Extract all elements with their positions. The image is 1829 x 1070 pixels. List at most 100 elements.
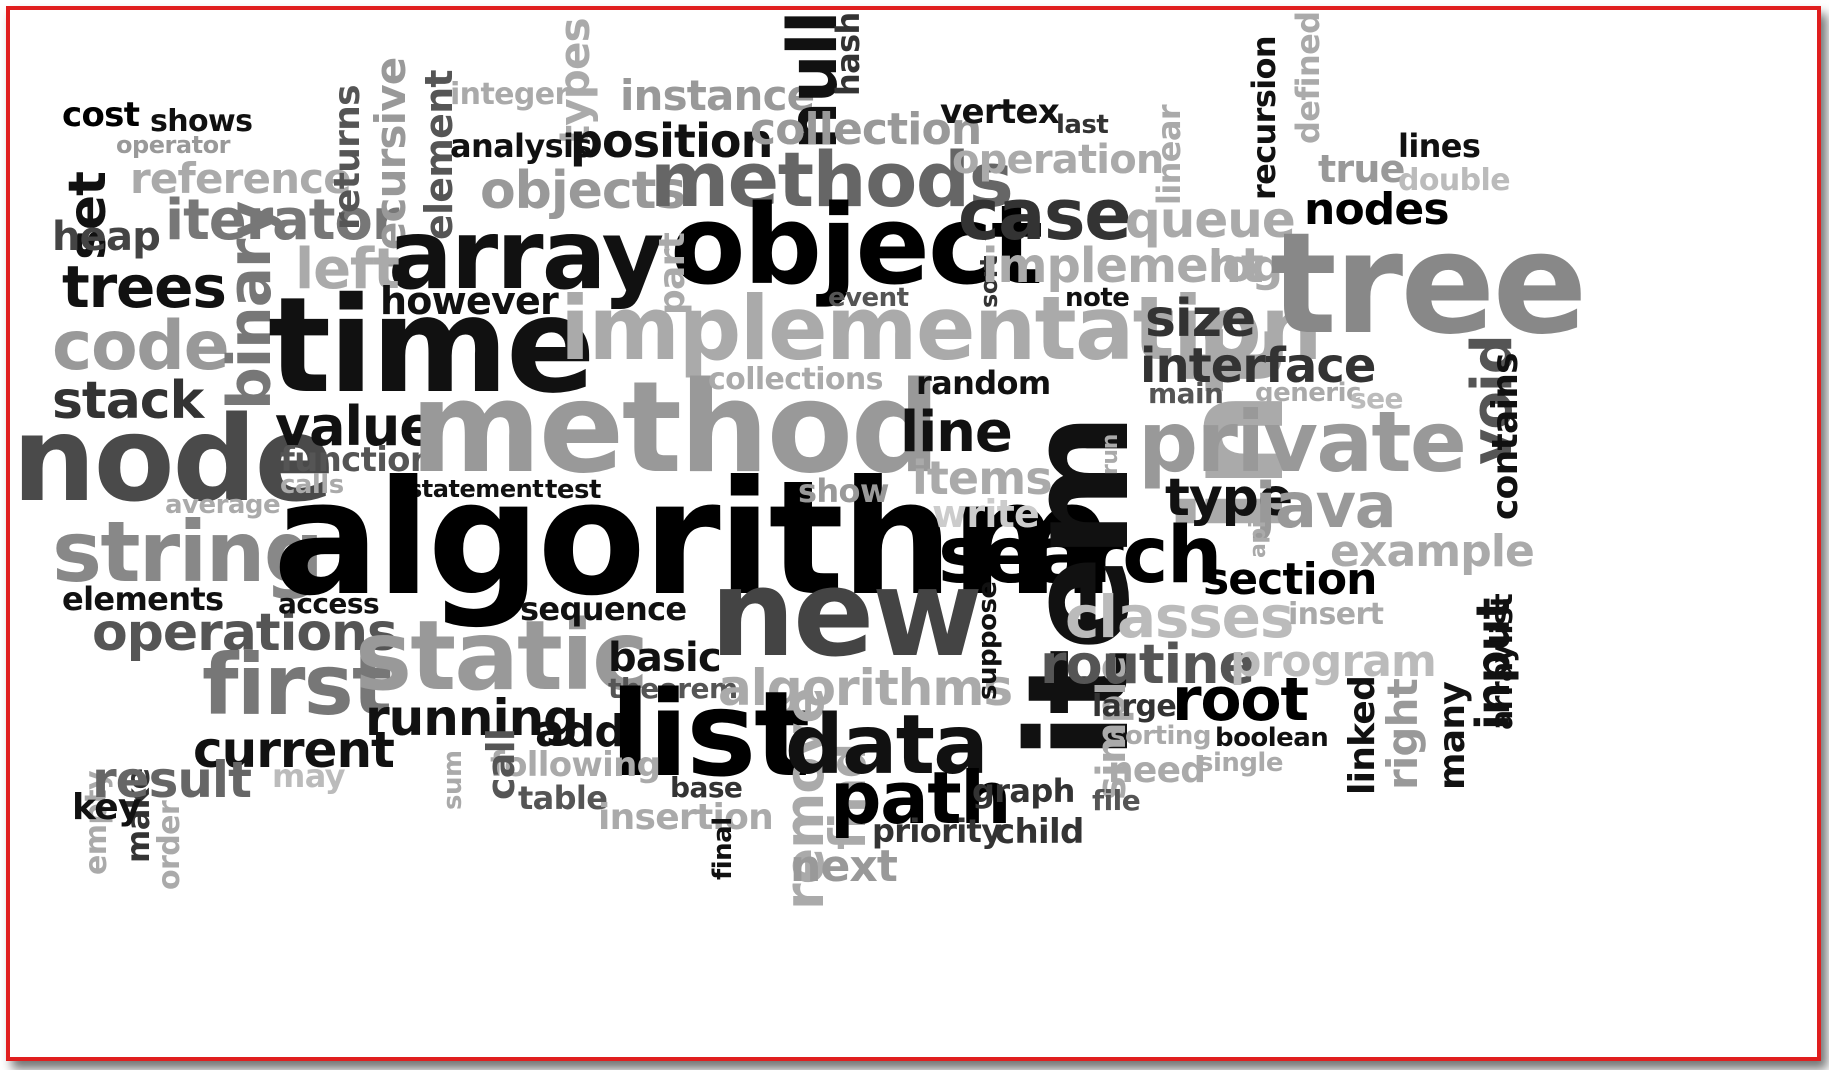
word-value: value [275,395,436,458]
word-see: see [1350,382,1404,415]
word-root: root [1172,665,1309,735]
word-private: private [1138,393,1467,491]
word-generic: generic [1255,378,1361,408]
word-log: log [1208,241,1283,292]
word-contains: contains [1485,353,1526,520]
word-statement: statement [408,475,544,503]
word-api: api [1246,521,1271,558]
word-instance: instance [620,71,815,120]
word-list: list [610,665,810,803]
word-method: method [410,354,941,501]
word-cloud: cost shows operator set reference heap iterato… [10,10,1817,1057]
word-however: however [380,279,559,323]
word-large: large [1092,689,1177,724]
word-interface: interface [1140,338,1376,394]
word-collection: collection [750,104,982,155]
word-priority: priority [872,812,1002,850]
word-program: program [1230,636,1437,687]
word-size: size [1145,289,1256,349]
word-order: order [152,800,187,890]
word-access: access [278,587,380,620]
word-collections: collections [708,362,884,397]
word-time: time [268,269,595,423]
word-double: double [1398,163,1511,198]
word-arraylist: arraylist [1485,593,1520,730]
word-string: string [52,503,324,601]
word-section: section [1203,554,1378,605]
word-write: write [932,492,1040,536]
word-queue: queue [1125,191,1296,249]
word-graph: graph [972,772,1075,810]
word-operator: operator [116,131,230,159]
word-object: object [670,181,1043,309]
word-calls: calls [280,470,344,500]
word-key: key [72,787,141,828]
word-function: function [280,440,434,480]
word-sequence: sequence [520,590,687,628]
word-vertex: vertex [940,92,1060,132]
word-defined: defined [1289,12,1327,145]
word-linked: linked [1342,675,1383,795]
word-operation: operation [952,137,1164,183]
word-sorting: sorting [1110,721,1212,751]
word-sum: sum [438,750,468,810]
word-items: items [912,451,1053,505]
word-need: need [1108,750,1206,791]
word-random: random [916,364,1051,402]
word-last: last [1056,110,1109,140]
word-run: run [1098,434,1123,475]
word-node: node [12,390,335,528]
word-nodes: nodes [1304,184,1450,235]
word-single: single [1198,748,1283,778]
word-test: test [545,475,601,505]
word-integer: integer [450,77,569,112]
word-algorithms: algorithms [718,659,1013,717]
word-insert: insert [1288,597,1384,632]
word-cloud-frame: cost shows operator set reference heap iterato… [6,6,1821,1061]
word-table: table [518,779,608,817]
word-left: left [295,237,400,302]
word-type: type [1165,468,1293,528]
word-base: base [670,771,743,804]
word-result: result [92,751,252,809]
word-static: static [355,600,649,712]
word-operations: operations [92,603,398,663]
word-analysis: analysis [450,127,592,165]
word-position: position [570,114,773,168]
word-note: note [1065,283,1130,313]
word-next: next [790,841,898,892]
word-running: running [365,689,579,747]
word-array: array [388,199,664,311]
word-java: java [1255,469,1397,542]
word-shows: shows [150,104,253,139]
word-may: may [272,757,346,795]
word-add: add [535,706,626,757]
word-tree: tree [1270,203,1587,366]
word-classes: classes [1065,583,1294,651]
word-returns: returns [327,85,368,230]
word-current: current [193,721,395,779]
word-routine: routine [1040,633,1255,696]
word-search: search [938,511,1222,601]
word-new: new [710,545,983,684]
word-main: main [1148,377,1224,410]
word-implementation: implementation [560,277,1323,380]
word-data: data [785,698,989,793]
word-child: child [995,812,1084,852]
word-linear: linear [1150,105,1188,205]
word-recursion: recursion [1245,35,1283,200]
word-theorem: theorem [608,672,738,705]
word-code: code [52,307,230,386]
word-case: case [958,174,1132,256]
word-path: path [830,756,1011,840]
word-call: call [479,728,523,800]
word-right: right [1378,679,1427,790]
word-elements: elements [62,580,224,618]
word-stack: stack [52,371,204,431]
word-show: show [798,472,889,510]
word-lines: lines [1398,127,1481,165]
word-objects: objects [480,161,686,221]
word-event: event [828,283,909,313]
word-heap: heap [52,214,161,260]
word-example: example [1330,526,1535,577]
